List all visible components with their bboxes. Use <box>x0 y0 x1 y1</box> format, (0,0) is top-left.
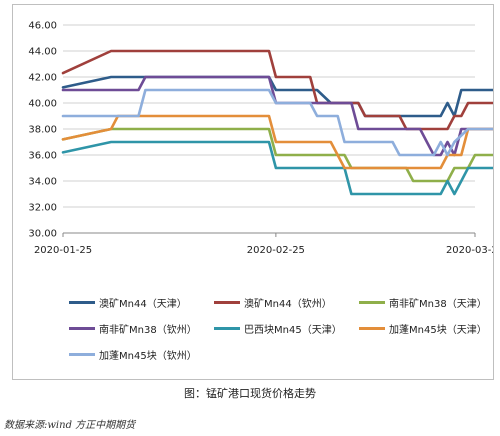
y-tick-label-0: 30.00 <box>28 229 57 240</box>
series-line-2 <box>61 127 493 183</box>
y-tick-label-6: 42.00 <box>28 73 57 84</box>
y-tick-label-2: 34.00 <box>28 177 57 188</box>
line-chart: 30.00 32.00 34.00 36.00 38.00 40.00 42.00 44.00… <box>28 21 493 256</box>
legend-label-0: 澳矿Mn44（天津） <box>99 298 187 310</box>
legend-label-2: 南非矿Mn38（天津） <box>389 298 487 310</box>
legend-swatch-4 <box>214 326 240 330</box>
series-line-0 <box>61 75 493 118</box>
legend-swatch-6 <box>69 352 95 356</box>
legend-swatch-0 <box>69 300 95 304</box>
y-tick-label-8: 46.00 <box>28 21 57 32</box>
legend-label-4: 巴西块Mn45（天津） <box>244 324 342 336</box>
legend-item-5: 加蓬Mn45块（天津） <box>359 319 487 337</box>
chart-frame: 30.00 32.00 34.00 36.00 38.00 40.00 42.00 44.00… <box>12 4 494 380</box>
legend-item-3: 南非矿Mn38（钦州） <box>69 319 197 337</box>
x-tick-label-2: 2020-03-25 <box>446 245 493 256</box>
series-line-1 <box>61 49 493 131</box>
series-line-6 <box>61 88 493 157</box>
legend-swatch-5 <box>359 326 385 330</box>
y-tick-label-5: 40.00 <box>28 99 57 110</box>
legend-item-1: 澳矿Mn44（钦州） <box>214 293 332 311</box>
y-tick-label-3: 36.00 <box>28 151 57 162</box>
legend-swatch-3 <box>69 326 95 330</box>
legend-item-6: 加蓬Mn45块（钦州） <box>69 345 197 363</box>
series-line-4 <box>61 140 493 196</box>
y-tick-label-4: 38.00 <box>28 125 57 136</box>
legend-item-2: 南非矿Mn38（天津） <box>359 293 487 311</box>
y-tick-label-7: 44.00 <box>28 47 57 58</box>
legend-item-4: 巴西块Mn45（天津） <box>214 319 342 337</box>
y-tick-label-1: 32.00 <box>28 203 57 214</box>
figure-caption: 图：锰矿港口现货价格走势 <box>184 387 316 400</box>
legend-label-6: 加蓬Mn45块（钦州） <box>99 350 197 362</box>
data-source-note: 数据来源:wind 方正中期期货 <box>4 420 136 431</box>
x-tick-label-0: 2020-01-25 <box>34 245 92 256</box>
series-line-5 <box>61 114 493 170</box>
x-tick-label-1: 2020-02-25 <box>247 245 305 256</box>
legend-label-3: 南非矿Mn38（钦州） <box>99 324 197 336</box>
legend-label-1: 澳矿Mn44（钦州） <box>244 298 332 310</box>
series-line-3 <box>61 75 493 157</box>
legend-swatch-1 <box>214 300 240 304</box>
legend-label-5: 加蓬Mn45块（天津） <box>389 324 487 336</box>
legend-item-0: 澳矿Mn44（天津） <box>69 293 187 311</box>
legend-swatch-2 <box>359 300 385 304</box>
